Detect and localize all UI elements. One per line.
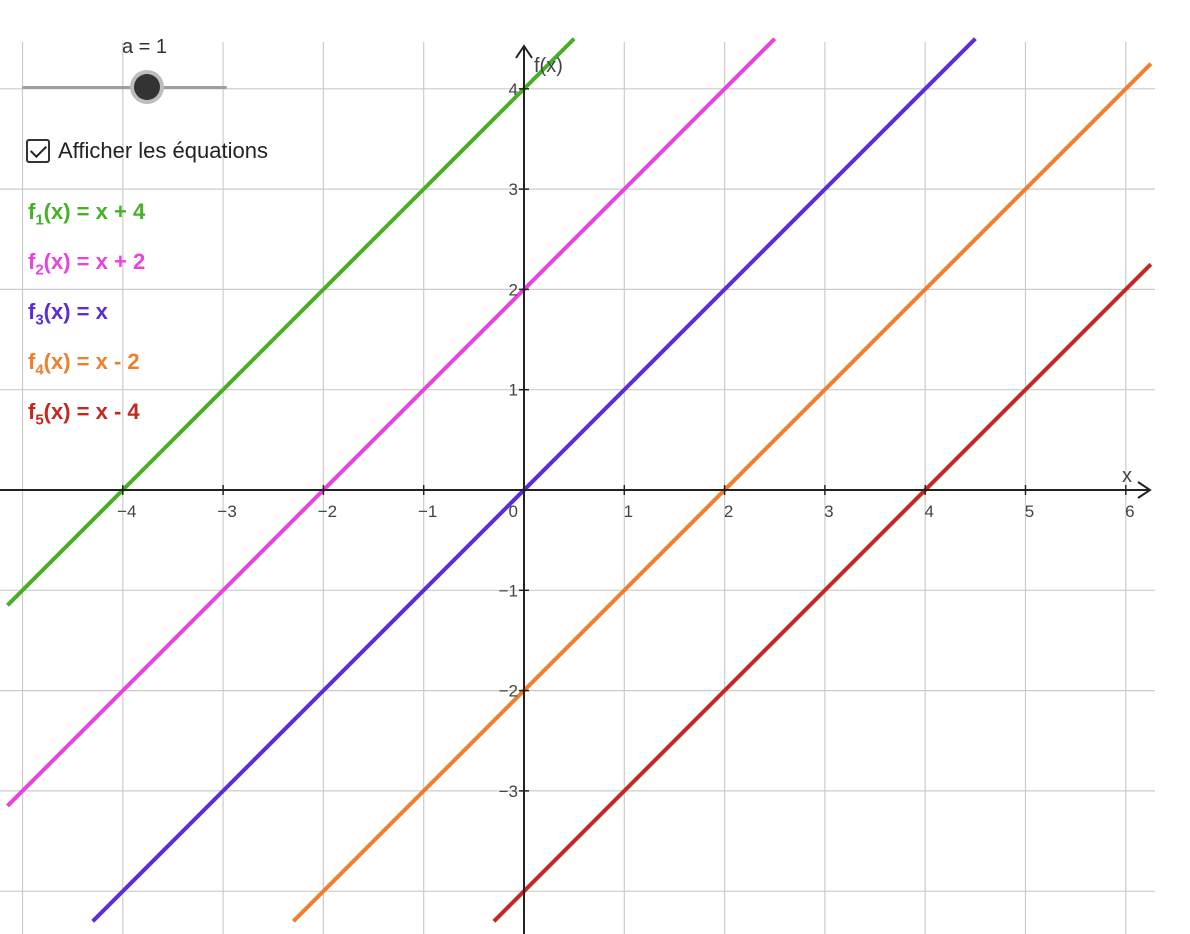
equation-fname: f <box>28 299 36 324</box>
x-tick-label: 2 <box>724 502 733 521</box>
slider-knob[interactable] <box>134 74 160 100</box>
series-line-f5[interactable] <box>492 262 1153 923</box>
equation-f5[interactable]: f5(x) = x - 4 <box>28 392 145 442</box>
y-axis-arrow <box>515 44 533 59</box>
x-tick-label: 3 <box>824 502 833 521</box>
series-line-f4[interactable] <box>291 62 1153 923</box>
equation-fname: f <box>28 199 36 224</box>
y-tick-label: −1 <box>499 581 518 600</box>
y-tick-label: 4 <box>509 80 518 99</box>
x-axis-arrow <box>1137 481 1152 499</box>
x-tick-label: −3 <box>217 502 236 521</box>
x-tick-label: −2 <box>318 502 337 521</box>
equation-index: 1 <box>35 211 44 229</box>
x-tick-label: −1 <box>418 502 437 521</box>
series-line-f1[interactable] <box>6 37 576 607</box>
equation-f1[interactable]: f1(x) = x + 4 <box>28 192 145 242</box>
equation-fname: f <box>28 349 36 374</box>
equation-expr: (x) = x <box>43 299 108 324</box>
show-equations-row[interactable]: Afficher les équations <box>26 138 268 164</box>
equation-index: 2 <box>35 261 44 279</box>
equation-f3[interactable]: f3(x) = x <box>28 292 145 342</box>
equation-index: 3 <box>35 311 44 329</box>
slider-track[interactable] <box>22 86 227 89</box>
equation-f4[interactable]: f4(x) = x - 2 <box>28 342 145 392</box>
x-axis-label: x <box>1122 465 1132 487</box>
y-tick-label: 3 <box>509 180 518 199</box>
equation-expr: (x) = x - 2 <box>43 349 140 374</box>
equation-fname: f <box>28 249 36 274</box>
x-tick-label: 1 <box>624 502 633 521</box>
y-tick-label: 2 <box>509 280 518 299</box>
x-tick-label: 4 <box>924 502 933 521</box>
show-equations-label: Afficher les équations <box>58 138 268 163</box>
x-tick-label: 5 <box>1025 502 1034 521</box>
y-tick-label: −2 <box>499 682 518 701</box>
series-line-f2[interactable] <box>6 37 777 808</box>
x-tick-label: −4 <box>117 502 136 521</box>
series-line-f3[interactable] <box>91 37 977 923</box>
equation-expr: (x) = x - 4 <box>43 399 140 424</box>
slider-label: a = 1 <box>122 36 168 58</box>
equations-list: f1(x) = x + 4 f2(x) = x + 2 f3(x) = x f4(x)… <box>28 192 145 442</box>
y-axis-label: f(x) <box>534 55 563 77</box>
equation-f2[interactable]: f2(x) = x + 2 <box>28 242 145 292</box>
equation-index: 4 <box>35 361 44 379</box>
origin-label: 0 <box>509 502 518 521</box>
y-tick-label: 1 <box>509 381 518 400</box>
show-equations-checkbox[interactable] <box>26 139 50 163</box>
equation-index: 5 <box>35 411 44 429</box>
slider-a[interactable]: a = 1 <box>22 36 232 106</box>
x-tick-label: 6 <box>1125 502 1134 521</box>
y-tick-label: −3 <box>499 782 518 801</box>
equation-expr: (x) = x + 2 <box>43 249 146 274</box>
equation-expr: (x) = x + 4 <box>43 199 146 224</box>
equation-fname: f <box>28 399 36 424</box>
